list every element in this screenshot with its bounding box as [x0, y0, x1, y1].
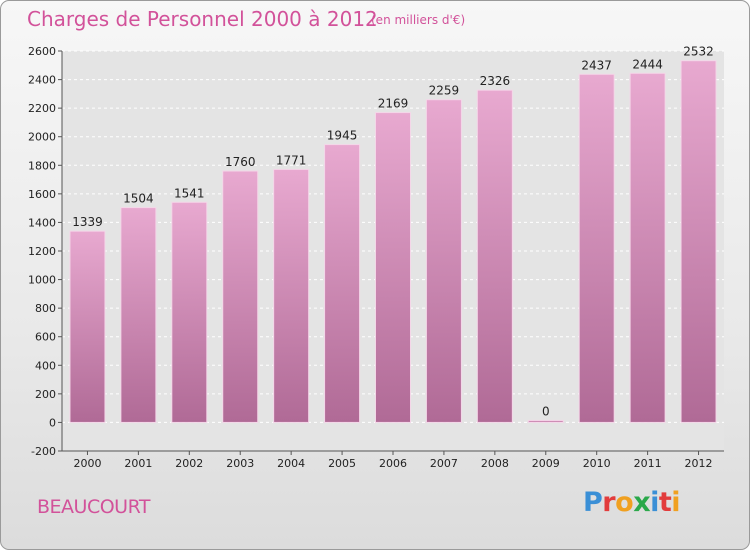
x-tick-label: 2000	[73, 457, 101, 470]
bar	[375, 112, 411, 423]
y-tick-label: 1400	[28, 216, 56, 229]
bar-value-label: 1945	[327, 129, 358, 143]
bar	[680, 60, 717, 423]
x-tick-label: 2012	[685, 457, 713, 470]
town-name: BEAUCOURT	[37, 496, 151, 518]
bar	[425, 99, 462, 423]
logo-letter: r	[602, 487, 616, 518]
bar-value-label: 2437	[581, 58, 612, 72]
bar-value-label: 2169	[378, 97, 409, 111]
bar	[273, 168, 310, 423]
y-tick-label: 2000	[28, 131, 56, 144]
y-tick-label: 400	[35, 359, 56, 372]
y-tick-label: -200	[31, 445, 56, 458]
bar-value-label: 1760	[225, 155, 256, 169]
chart-subtitle: (en milliers d'€)	[371, 13, 466, 27]
y-tick-label: 0	[49, 416, 56, 429]
y-tick-label: 1600	[28, 188, 56, 201]
x-tick-label: 2002	[175, 457, 203, 470]
logo-letter: i	[671, 487, 681, 518]
bar-value-label: 1339	[72, 215, 103, 229]
y-tick-label: 600	[35, 331, 56, 344]
bar	[578, 73, 615, 423]
bar-value-label: 2532	[683, 45, 714, 59]
bar-value-label: 2444	[632, 57, 663, 71]
x-tick-label: 2009	[532, 457, 560, 470]
y-tick-label: 800	[35, 302, 56, 315]
y-tick-label: 2200	[28, 102, 56, 115]
bar-value-label: 1771	[276, 153, 307, 167]
logo-letter: o	[615, 487, 634, 518]
bar	[476, 89, 513, 423]
logo-letter: t	[658, 487, 672, 518]
y-tick-label: 2600	[28, 45, 56, 58]
bar	[324, 144, 361, 423]
logo-letter: P	[583, 487, 603, 518]
x-tick-label: 2010	[583, 457, 611, 470]
x-tick-label: 2001	[124, 457, 152, 470]
logo-letter: x	[633, 487, 651, 518]
y-tick-label: 2400	[28, 74, 56, 87]
bar-value-label: 1504	[123, 192, 154, 206]
y-tick-label: 200	[35, 388, 56, 401]
x-tick-label: 2011	[634, 457, 662, 470]
x-tick-label: 2003	[226, 457, 254, 470]
bar-value-label: 1541	[174, 186, 205, 200]
y-tick-label: 1800	[28, 159, 56, 172]
bar	[629, 72, 666, 423]
chart-title: Charges de Personnel 2000 à 2012	[27, 7, 378, 31]
bar	[527, 419, 564, 423]
x-tick-label: 2005	[328, 457, 356, 470]
bar-value-label: 0	[542, 404, 550, 418]
x-tick-label: 2006	[379, 457, 407, 470]
y-tick-label: 1000	[28, 274, 56, 287]
bar-value-label: 2259	[429, 84, 460, 98]
bar	[69, 230, 106, 423]
bar	[120, 207, 157, 423]
x-tick-label: 2008	[481, 457, 509, 470]
bar	[222, 170, 259, 423]
y-tick-label: 1200	[28, 245, 56, 258]
bar	[171, 201, 208, 423]
x-tick-label: 2004	[277, 457, 305, 470]
proxiti-logo: Proxiti	[583, 487, 681, 518]
logo-letter: i	[650, 487, 659, 518]
x-tick-label: 2007	[430, 457, 458, 470]
bar-value-label: 2326	[480, 74, 511, 88]
